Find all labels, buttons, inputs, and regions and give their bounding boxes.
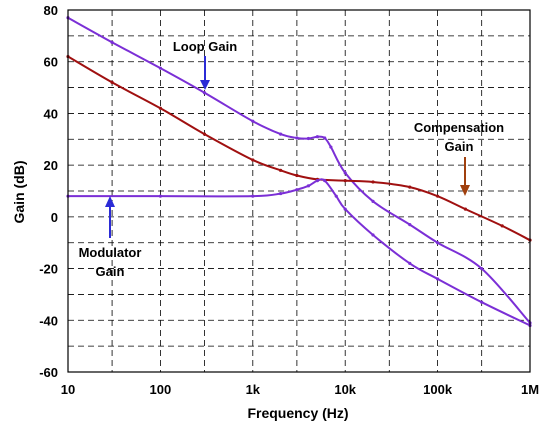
loop-gain-point [436,241,440,245]
y-tick-label: 40 [44,106,58,121]
loop-gain-point [295,136,299,140]
modulator-gain-point [158,194,162,198]
annotation-compensation-gain-arrowhead [460,185,470,196]
loop-gain-point [371,199,375,203]
modulator-gain-point [323,179,327,183]
x-tick-label: 10 [61,382,75,397]
loop-gain-point [306,136,311,141]
annotation-compensation-gain: Compensation Gain [414,120,504,196]
compensation-gain-point [408,185,412,189]
loop-gain-point [343,171,347,175]
loop-gain-point [158,66,162,70]
series-layer [66,16,532,328]
y-axis-label: Gain (dB) [11,161,27,224]
loop-gain-point [279,132,283,136]
modulator-gain-point [295,188,299,192]
annotation-compensation-gain-line2: Gain [445,139,474,154]
y-tick-label: 0 [51,210,58,225]
annotation-loop-gain-arrowhead [200,80,210,90]
x-tick-label: 1k [246,382,261,397]
loop-gain-point [110,40,114,44]
modulator-gain-point [306,184,311,188]
annotation-modulator-gain-arrowhead [105,196,115,207]
compensation-gain-point [110,80,114,84]
loop-gain-point [202,91,207,95]
annotation-loop-gain: Loop Gain [173,39,237,90]
x-tick-label: 1M [521,382,539,397]
y-tick-label: 80 [44,3,58,18]
compensation-gain-point [343,179,347,183]
compensation-gain-point [295,173,299,178]
plot-frame [67,9,531,373]
y-tick-label: -40 [39,313,58,328]
compensation-gain-point [251,158,255,162]
loop-gain-point [408,223,412,227]
modulator-gain-point [408,261,412,265]
annotation-modulator-gain: Modulator Gain [79,196,142,279]
y-tick-label: -20 [39,262,58,277]
annotation-loop-gain-line1: Loop Gain [173,39,237,54]
loop-gain-point [480,266,484,271]
y-tick-label: 60 [44,55,58,70]
modulator-gain-point [436,277,440,281]
compensation-gain-point [158,106,162,110]
annotation-modulator-gain-line2: Gain [96,264,125,279]
compensation-gain-point [371,180,375,184]
x-tick-label: 100k [423,382,453,397]
modulator-gain-point [251,194,255,198]
x-axis-label: Frequency (Hz) [247,405,348,421]
y-tick-label: -60 [39,365,58,380]
modulator-gain-point [371,233,375,237]
y-tick-label: 20 [44,158,58,173]
modulator-gain-point [279,191,283,196]
modulator-gain-point [315,179,319,183]
modulator-gain-point [334,194,338,198]
loop-gain-point [251,119,255,123]
modulator-gain-point [343,207,347,211]
loop-gain-point [323,136,327,140]
loop-gain-line [67,16,531,324]
compensation-gain-point [202,132,207,136]
annotation-compensation-gain-line1: Compensation [414,120,504,135]
compensation-gain-point [463,207,468,211]
x-tick-label: 100 [150,382,172,397]
grid [67,9,531,373]
modulator-gain-point [480,300,484,304]
compensation-gain-point [500,224,504,228]
annotation-modulator-gain-line1: Modulator [79,245,142,260]
loop-gain-point [315,135,319,139]
compensation-gain-point [436,194,440,198]
compensation-gain-point [279,168,283,172]
x-tick-label: 10k [334,382,356,397]
loop-gain-point [329,145,333,149]
